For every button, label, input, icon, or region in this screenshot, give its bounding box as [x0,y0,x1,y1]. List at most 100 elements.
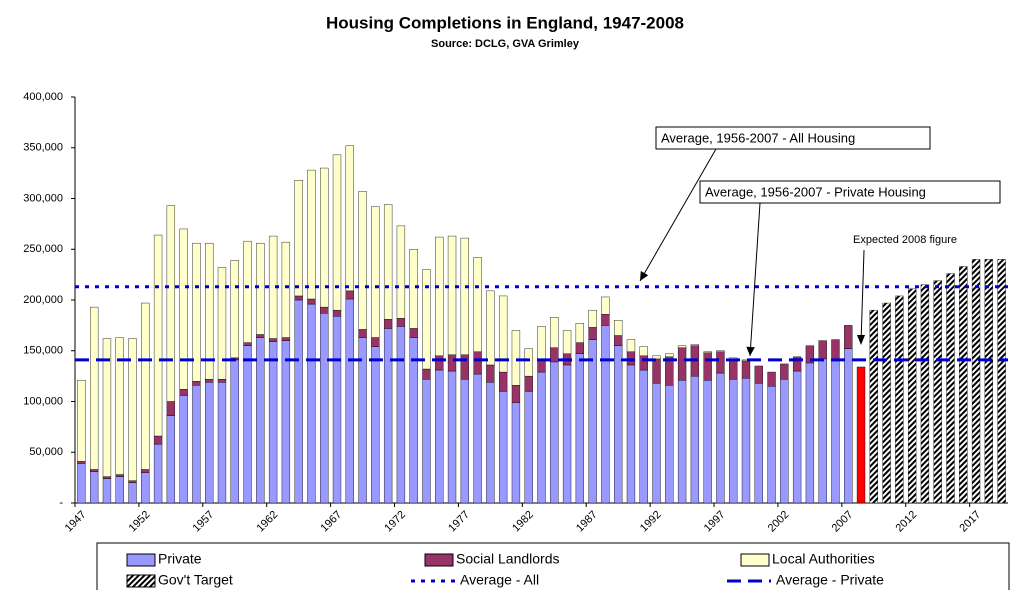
bar-segment [511,402,521,504]
bar-segment [792,370,802,504]
bar-segment [307,298,316,305]
annotation: Average, 1956-2007 - Private Housing [705,184,926,199]
bar-segment [716,350,725,352]
bar-segment [332,316,342,504]
bar-segment [115,474,124,477]
legend-swatch [424,553,454,567]
bar-segment [307,303,316,504]
x-tick-label: 1952 [127,509,153,535]
bar-segment [383,204,393,320]
y-tick-label: 50,000 [29,446,63,458]
x-tick-label: 1987 [574,509,600,535]
bar-segment [192,385,201,504]
arrow [639,148,717,282]
bar-segment [409,249,418,329]
bar-segment [230,359,239,504]
bar-segment [422,269,431,370]
bar-segment [498,371,508,392]
bar-segment [550,361,559,504]
bar-segment [895,295,904,504]
bar-segment [268,341,278,504]
bar-segment [460,237,469,356]
bar-segment [128,482,137,504]
x-tick-label: 1992 [638,509,664,535]
bar-segment [383,319,393,329]
chart-subtitle: Source: DCLG, GVA Grimley [431,38,580,50]
bar-segment [729,358,738,380]
bar-segment [716,372,725,504]
bar-segment [575,342,585,354]
bar-segment [665,385,674,504]
bar-segment [869,309,878,504]
bar-segment [511,385,521,403]
arrow [749,202,761,357]
bar-segment [703,351,712,353]
bar-segment [371,206,380,338]
bar-segment [192,242,201,382]
bar-segment [371,346,380,504]
bar-segment [946,273,955,504]
bar-segment [690,375,700,504]
bar-segment [639,355,648,371]
bar-segment [882,302,891,504]
bar-segment [588,327,597,340]
bar-segment [128,480,137,483]
chart-title: Housing Completions in England, 1947-200… [326,13,684,32]
bar-segment [141,469,150,473]
bar-segment [601,314,610,326]
bar-segment [537,371,546,504]
bar-segment [102,338,112,477]
bar-segment [205,242,214,380]
bar-segment [320,312,329,504]
bar-segment [550,317,559,348]
bar-segment [256,337,265,504]
x-tick-label: 1972 [382,509,408,535]
bar-segment [652,355,661,360]
bar-segment [179,395,188,504]
bar-segment [588,309,597,328]
bar-segment [383,328,393,504]
bar-segment [511,330,521,386]
x-tick-label: 2007 [830,509,856,535]
bar-segment [166,415,176,504]
bar-segment [537,359,546,373]
x-tick-label: 1947 [63,509,89,535]
bar-segment [626,364,636,504]
bar-segment [77,461,86,464]
bar-segment [243,345,252,504]
bar-segment [256,334,265,338]
legend-label: Private [158,551,202,567]
bar-segment [601,325,610,504]
bar-segment [652,358,661,384]
legend-swatch [126,574,156,588]
bar-segment [358,337,367,504]
bar-segment [767,386,776,504]
bar-segment [345,145,354,292]
bar-segment [217,267,227,380]
bar-segment [933,280,942,504]
bar-segment [243,240,252,343]
y-tick-label: 250,000 [23,243,63,255]
bar-segment [588,339,597,504]
bar-segment [614,335,623,346]
legend-label: Gov't Target [158,572,233,588]
bar-segment [115,337,124,475]
y-tick-label: 150,000 [23,345,63,357]
bar-segment [230,260,239,359]
bar-segment [358,329,367,338]
bar-segment [601,296,610,315]
bar-segment [460,378,469,504]
bar-segment [920,284,930,504]
arrowhead [857,334,866,345]
bar-segment [626,339,636,352]
bar-segment [665,353,674,358]
bar-segment [626,351,636,366]
legend-swatch [126,553,156,567]
bar-segment [422,378,431,504]
bar-segment [128,338,137,481]
arrowhead [746,346,755,356]
bar-segment [320,306,329,314]
bar-segment [971,259,981,504]
bar-segment [524,391,533,504]
bar-segment [524,375,533,392]
